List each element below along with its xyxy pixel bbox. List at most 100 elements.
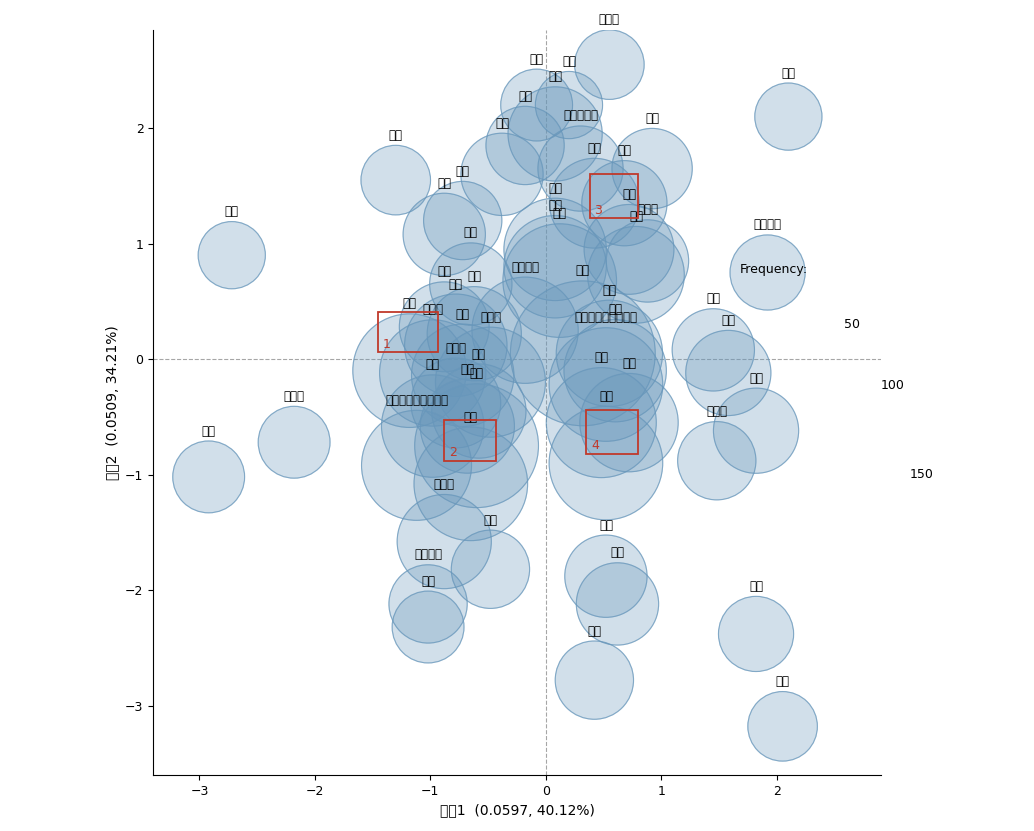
Text: 2: 2 xyxy=(449,446,457,459)
Text: 意見: 意見 xyxy=(484,514,497,527)
Text: 非常: 非常 xyxy=(464,411,478,424)
Text: 参加: 参加 xyxy=(595,352,608,364)
Bar xyxy=(445,420,496,460)
Circle shape xyxy=(612,129,693,209)
Circle shape xyxy=(580,373,678,472)
Text: 停滞: 停滞 xyxy=(622,188,636,201)
Circle shape xyxy=(504,215,606,318)
Text: 社会: 社会 xyxy=(782,66,795,80)
Text: 外部: 外部 xyxy=(518,90,533,103)
Text: 機会: 機会 xyxy=(469,367,484,381)
Text: 国際: 国際 xyxy=(426,358,439,371)
Text: 外国: 外国 xyxy=(224,205,239,218)
Text: 1: 1 xyxy=(383,337,391,351)
Text: 若手: 若手 xyxy=(202,425,216,437)
Circle shape xyxy=(672,308,755,391)
Text: 遂行: 遂行 xyxy=(776,675,790,688)
Circle shape xyxy=(404,294,507,396)
Circle shape xyxy=(538,126,624,211)
Circle shape xyxy=(576,563,659,645)
Circle shape xyxy=(173,441,245,513)
Circle shape xyxy=(549,327,663,441)
Circle shape xyxy=(451,530,529,608)
Text: 減少: 減少 xyxy=(467,270,481,283)
Text: 業務: 業務 xyxy=(722,314,735,327)
Circle shape xyxy=(432,364,526,458)
Circle shape xyxy=(424,181,501,259)
Text: 準備: 準備 xyxy=(599,519,613,532)
Text: 学部: 学部 xyxy=(706,293,721,305)
Text: 機関: 機関 xyxy=(617,144,632,157)
Text: 共同研究: 共同研究 xyxy=(511,261,539,273)
Bar xyxy=(378,312,438,352)
Text: 対象: 対象 xyxy=(749,371,763,385)
Text: 新た: 新た xyxy=(389,129,403,142)
Circle shape xyxy=(461,133,543,215)
Circle shape xyxy=(556,300,663,406)
Text: 懸念: 懸念 xyxy=(622,357,636,370)
Circle shape xyxy=(414,427,527,541)
Circle shape xyxy=(427,287,521,381)
Text: 禁止: 禁止 xyxy=(749,580,763,593)
Circle shape xyxy=(397,494,491,588)
Circle shape xyxy=(410,358,500,448)
Circle shape xyxy=(719,597,794,671)
Text: 100: 100 xyxy=(881,379,905,392)
Circle shape xyxy=(392,591,464,663)
Text: クラスター: クラスター xyxy=(564,110,598,122)
Circle shape xyxy=(353,314,466,427)
Text: 現状: 現状 xyxy=(603,283,616,297)
Text: 出張: 出張 xyxy=(437,265,451,278)
Text: コミュニケーション: コミュニケーション xyxy=(385,394,448,407)
Text: コロナ禍: コロナ禍 xyxy=(754,219,782,232)
Text: 利用: 利用 xyxy=(456,307,469,321)
Text: 留学生: 留学生 xyxy=(480,311,500,324)
Circle shape xyxy=(399,282,489,371)
Circle shape xyxy=(379,320,486,426)
Circle shape xyxy=(555,641,634,720)
Bar xyxy=(586,410,638,454)
Text: レベル: レベル xyxy=(446,342,466,355)
Text: 150: 150 xyxy=(909,468,934,481)
Text: 教育: 教育 xyxy=(608,303,622,316)
Circle shape xyxy=(677,421,756,500)
Circle shape xyxy=(199,222,266,289)
Circle shape xyxy=(472,277,578,383)
Text: 議論: 議論 xyxy=(456,165,469,178)
Circle shape xyxy=(546,367,657,478)
Text: 不十分: 不十分 xyxy=(706,405,727,418)
Circle shape xyxy=(430,243,512,325)
Circle shape xyxy=(755,83,822,150)
Text: 発表: 発表 xyxy=(460,362,475,376)
Text: 海外: 海外 xyxy=(402,297,417,311)
Text: 不安: 不安 xyxy=(629,210,643,223)
Circle shape xyxy=(549,158,639,248)
Circle shape xyxy=(606,219,689,302)
Text: 困難: 困難 xyxy=(548,182,562,194)
Circle shape xyxy=(584,204,674,294)
Text: 心配: 心配 xyxy=(495,116,509,130)
Text: 渡航: 渡航 xyxy=(437,177,451,189)
Circle shape xyxy=(549,406,663,520)
Text: 活動: 活動 xyxy=(553,207,567,220)
Text: 方針: 方針 xyxy=(529,52,544,66)
Circle shape xyxy=(587,226,685,323)
Text: 研究者: 研究者 xyxy=(422,303,444,317)
Bar xyxy=(589,175,638,219)
Circle shape xyxy=(403,194,485,276)
Circle shape xyxy=(564,319,666,422)
Circle shape xyxy=(582,160,667,246)
Circle shape xyxy=(258,406,330,478)
Text: 国内外: 国内外 xyxy=(283,390,305,403)
Text: 大幅: 大幅 xyxy=(464,226,478,239)
Circle shape xyxy=(565,535,647,617)
Circle shape xyxy=(412,324,514,426)
Circle shape xyxy=(415,384,539,508)
Text: 遅延: 遅延 xyxy=(421,574,435,588)
Text: 施設: 施設 xyxy=(472,347,486,361)
Circle shape xyxy=(420,379,515,473)
X-axis label: 成分1  (0.0597, 40.12%): 成分1 (0.0597, 40.12%) xyxy=(439,803,595,817)
Text: 実習: 実習 xyxy=(645,112,659,125)
Circle shape xyxy=(730,235,805,310)
Circle shape xyxy=(362,411,472,520)
